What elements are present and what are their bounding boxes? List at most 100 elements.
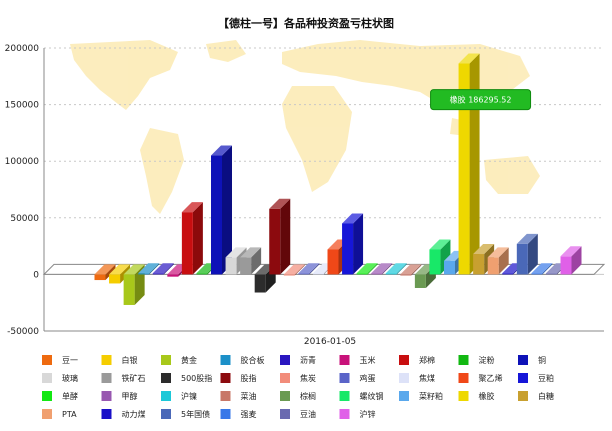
- legend-label: 沥青: [300, 355, 316, 365]
- legend-item[interactable]: 沪锌: [339, 409, 376, 419]
- legend-item[interactable]: PTA: [42, 409, 77, 419]
- legend-swatch: [399, 391, 409, 401]
- bar[interactable]: [152, 263, 174, 275]
- legend-label: 橡胶: [479, 391, 495, 401]
- bar-front: [312, 273, 324, 275]
- bar[interactable]: [356, 263, 378, 275]
- bar-side: [542, 263, 553, 275]
- bar[interactable]: [211, 145, 232, 275]
- bar-front: [211, 155, 222, 275]
- legend-item[interactable]: 甲醇: [101, 391, 138, 401]
- bar-top: [94, 264, 116, 275]
- bar[interactable]: [400, 264, 422, 276]
- legend-item[interactable]: 聚乙烯: [458, 373, 503, 383]
- bar[interactable]: [487, 247, 509, 275]
- bar[interactable]: [560, 246, 582, 275]
- bar-front: [400, 274, 412, 276]
- legend-item[interactable]: 玻璃: [42, 373, 78, 383]
- legend-item[interactable]: 焦煤: [399, 373, 435, 383]
- bar-top: [342, 213, 364, 224]
- legend-item[interactable]: 强麦: [220, 409, 257, 419]
- legend-swatch: [339, 409, 350, 419]
- bar[interactable]: [516, 233, 538, 275]
- legend-item[interactable]: 黄金: [161, 355, 197, 365]
- bar-top: [473, 244, 495, 255]
- legend-item[interactable]: 橡胶: [458, 391, 495, 401]
- legend-label: 胶合板: [241, 355, 265, 365]
- legend-swatch: [161, 373, 171, 383]
- legend-item[interactable]: 棕榈: [280, 391, 316, 401]
- legend-item[interactable]: 焦炭: [280, 373, 316, 383]
- legend-item[interactable]: 玉米: [339, 355, 376, 365]
- y-tick-label: 150000: [5, 101, 40, 111]
- legend-swatch: [339, 355, 350, 365]
- bar[interactable]: [298, 263, 320, 275]
- bar-front: [342, 223, 354, 275]
- legend-item[interactable]: 沪镍: [161, 391, 197, 401]
- bar-front: [560, 256, 572, 275]
- bar-top: [240, 247, 262, 258]
- bar-top: [458, 53, 480, 64]
- legend-item[interactable]: 郑棉: [399, 355, 435, 365]
- bar-front: [225, 257, 237, 275]
- bar[interactable]: [269, 198, 291, 275]
- bar[interactable]: [240, 247, 262, 275]
- legend-swatch: [161, 391, 171, 401]
- legend-item[interactable]: 铜: [518, 355, 546, 365]
- bar-top: [516, 233, 538, 244]
- legend-item[interactable]: 胶合板: [220, 355, 265, 365]
- bar[interactable]: [94, 264, 116, 281]
- legend-label: 豆油: [300, 409, 316, 419]
- legend-swatch: [42, 391, 52, 401]
- legend-swatch: [280, 409, 290, 419]
- chart-title: 【德柱一号】各品种投资盈亏柱状图: [218, 16, 394, 30]
- bar[interactable]: [181, 202, 203, 275]
- bar-side: [105, 264, 116, 281]
- legend-swatch: [399, 355, 409, 365]
- legend-swatch: [101, 391, 112, 401]
- legend-item[interactable]: 沥青: [280, 355, 316, 365]
- bar[interactable]: [531, 263, 553, 275]
- bar[interactable]: [458, 53, 480, 275]
- legend-label: 黄金: [181, 355, 197, 365]
- bar-front: [487, 257, 499, 275]
- legend-swatch: [42, 355, 52, 365]
- legend-item[interactable]: 动力煤: [101, 409, 146, 419]
- legend-item[interactable]: 豆油: [280, 409, 316, 419]
- legend-swatch: [42, 373, 52, 383]
- legend-item[interactable]: 菜油: [220, 391, 257, 401]
- legend-item[interactable]: 单酵: [42, 391, 78, 401]
- legend-item[interactable]: 白糖: [518, 391, 554, 401]
- y-tick-label: -50000: [7, 327, 39, 337]
- bar[interactable]: [385, 263, 407, 275]
- legend-item[interactable]: 豆粕: [518, 373, 554, 383]
- legend-item[interactable]: 豆一: [42, 355, 78, 365]
- bar-front: [458, 63, 470, 275]
- legend-item[interactable]: 白银: [101, 355, 138, 365]
- bar-side: [411, 264, 422, 276]
- bar[interactable]: [123, 264, 145, 305]
- bar-front: [94, 274, 106, 281]
- legend-item[interactable]: 500股指: [161, 373, 212, 383]
- bar-side: [134, 264, 145, 305]
- legend-item[interactable]: 鸡蛋: [339, 373, 376, 383]
- legend-label: 鸡蛋: [360, 373, 376, 383]
- legend-label: 500股指: [181, 373, 212, 383]
- bar[interactable]: [138, 263, 160, 275]
- legend-item[interactable]: 螺纹钢: [339, 391, 384, 401]
- legend-item[interactable]: 铁矿石: [101, 373, 146, 383]
- y-tick-label: 100000: [5, 157, 40, 167]
- bar-top: [560, 246, 582, 257]
- bar[interactable]: [283, 264, 305, 276]
- bar-top: [269, 198, 291, 209]
- legend-label: 棕榈: [300, 391, 316, 401]
- bar[interactable]: [371, 263, 393, 275]
- bar-front: [109, 274, 121, 284]
- legend-item[interactable]: 菜籽粕: [399, 391, 443, 401]
- legend-item[interactable]: 股指: [220, 373, 257, 383]
- legend-swatch: [161, 409, 171, 419]
- bar[interactable]: [342, 213, 364, 275]
- legend-item[interactable]: 淀粉: [458, 355, 495, 365]
- legend-item[interactable]: 5年国债: [161, 409, 210, 419]
- legend-label: 动力煤: [122, 409, 146, 419]
